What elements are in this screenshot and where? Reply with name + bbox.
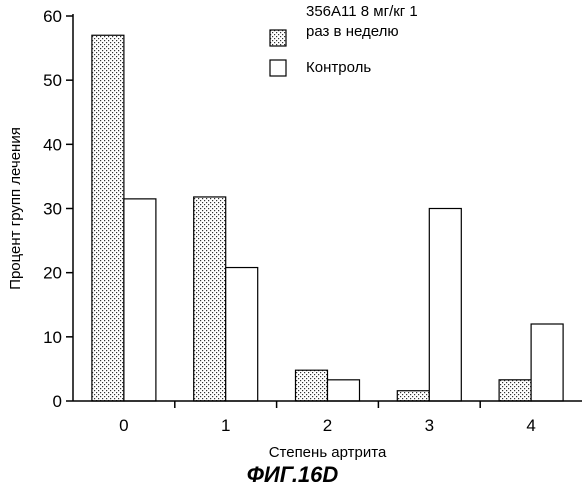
bar-control-0: [124, 199, 156, 401]
y-tick-label: 50: [43, 71, 62, 90]
x-tick-label: 4: [526, 416, 535, 435]
bar-control-4: [531, 324, 563, 401]
legend-label-treatment: 356A11 8 мг/кг 1: [306, 3, 418, 20]
y-axis-title: Процент групп лечения: [7, 127, 24, 290]
legend-label-treatment: раз в неделю: [306, 23, 399, 40]
legend-label-control: Контроль: [306, 59, 371, 76]
bars-layer: [92, 35, 563, 401]
bar-control-1: [226, 268, 258, 401]
y-tick-label: 20: [43, 264, 62, 283]
y-tick-label: 0: [53, 392, 62, 411]
bar-treatment-2: [296, 370, 328, 401]
x-tick-label: 0: [119, 416, 128, 435]
y-tick-label: 30: [43, 200, 62, 219]
bar-control-2: [328, 380, 360, 401]
bar-treatment-1: [194, 197, 226, 401]
figure-caption: ФИГ.16D: [0, 462, 585, 488]
y-tick-label: 60: [43, 7, 62, 26]
bar-treatment-0: [92, 35, 124, 401]
legend-swatch-control: [270, 60, 286, 76]
y-tick-label: 40: [43, 135, 62, 154]
x-tick-label: 3: [425, 416, 434, 435]
bar-treatment-4: [499, 380, 531, 401]
bar-control-3: [429, 209, 461, 402]
y-tick-label: 10: [43, 328, 62, 347]
x-tick-label: 2: [323, 416, 332, 435]
legend: 356A11 8 мг/кг 1 раз в неделю Контроль: [270, 3, 418, 76]
bar-chart: 0 10 20 30 40 50 60 0 1 2 3 4 Степень артрита Процент…: [0, 0, 585, 460]
bar-treatment-3: [397, 391, 429, 401]
x-axis-title: Степень артрита: [269, 444, 387, 460]
legend-swatch-treatment: [270, 30, 286, 46]
x-tick-label: 1: [221, 416, 230, 435]
